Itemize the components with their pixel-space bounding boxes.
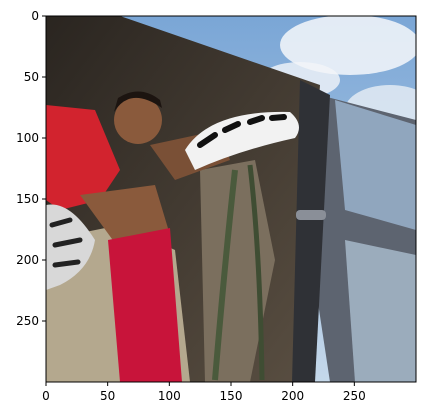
x-axis: 0 50 100 150 200 250 (42, 382, 366, 403)
y-tick-label: 0 (31, 9, 39, 23)
hair (114, 91, 162, 112)
van-window-reflection (335, 100, 416, 230)
head (114, 96, 162, 144)
x-tick-label: 0 (42, 389, 50, 403)
x-tick-label: 200 (281, 389, 304, 403)
y-tick-label: 100 (16, 131, 39, 145)
y-tick-label: 200 (16, 253, 39, 267)
x-tick-label: 250 (343, 389, 366, 403)
x-tick-label: 100 (158, 389, 181, 403)
seat-strap (212, 169, 238, 381)
door-handle (296, 210, 326, 220)
y-tick-label: 50 (24, 70, 39, 84)
seat-strap (247, 164, 265, 381)
y-tick-label: 250 (16, 314, 39, 328)
cloud (280, 16, 416, 75)
x-tick-label: 150 (220, 389, 243, 403)
sock (108, 228, 182, 382)
x-tick-label: 50 (100, 389, 115, 403)
soccer-cleat-icon (46, 204, 95, 290)
y-axis: 0 50 100 150 200 250 (16, 9, 46, 328)
door-frame (292, 80, 330, 382)
soccer-cleat-icon (185, 111, 299, 170)
y-tick-label: 150 (16, 192, 39, 206)
photo (46, 16, 416, 382)
shirt (46, 105, 120, 210)
van-window-reflection (345, 240, 416, 382)
